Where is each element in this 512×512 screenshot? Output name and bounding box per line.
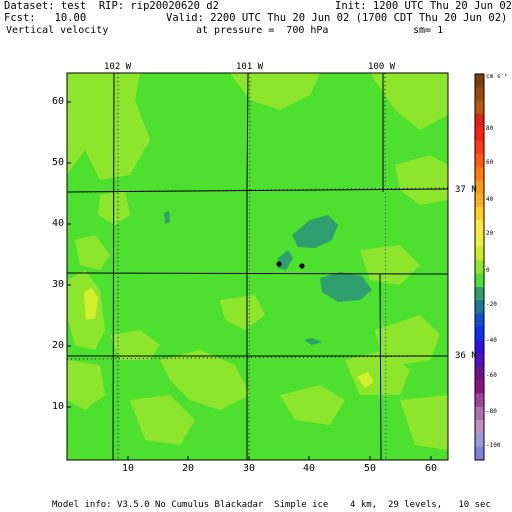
colorbar-swatch [475,433,484,448]
colorbar-swatch [475,100,484,115]
colorbar-swatch [475,140,484,155]
colorbar-label: 60 [486,159,494,166]
colorbar-label: -100 [486,442,501,449]
colorbar-unit: cm s⁻¹ [486,73,508,80]
y-tick-label: 30 [51,279,64,290]
downward-motion-regions [164,211,372,345]
colorbar-swatch [475,286,484,301]
map-frame [66,72,449,461]
colorbar-swatch [475,233,484,248]
smoothing: sm= 1 [413,25,444,36]
field-name: Vertical velocity [6,25,109,36]
lat-label: 36 N [455,351,477,361]
colorbar-swatch [475,153,484,168]
colorbar-label: 0 [486,267,490,274]
axis-ticks [67,101,432,460]
colorbar-swatch [475,247,484,261]
colorbar-swatch [475,420,484,434]
x-tick-label: 30 [242,463,256,474]
lat-label: 37 N [455,185,477,195]
y-tick-label: 20 [51,340,64,351]
y-tick-label: 50 [51,157,64,168]
x-tick-label: 40 [302,463,316,474]
x-tick-label: 50 [363,463,377,474]
dataset-label: Dataset: test RIP: rip20020620 d2 [4,0,219,12]
lon-label: 101 W [236,62,264,72]
valid-time: Valid: 2200 UTC Thu 20 Jun 02 (1700 CDT … [166,12,508,24]
state-boundaries [67,73,448,460]
colorbar-label: -80 [486,408,497,415]
colorbar-swatch [475,326,484,341]
colorbar-swatch [475,193,484,208]
colorbar-swatch [475,87,484,102]
init-time: Init: 1200 UTC Thu 20 Jun 02 [335,0,512,12]
y-tick-label: 60 [51,96,64,107]
x-tick-label: 10 [121,463,135,474]
colorbar-swatch [475,113,484,128]
colorbar-label: 80 [486,125,494,132]
colorbar-swatch [475,380,484,394]
colorbar-swatch [475,313,484,328]
colorbar-label: -20 [486,301,497,308]
lon-label: 100 W [368,62,396,72]
colorbar-swatch [475,300,484,315]
colorbar-label: 40 [486,196,494,203]
colorbar-swatch [475,220,484,235]
x-tick-label: 20 [181,463,195,474]
site-marker [299,263,305,269]
colorbar-swatch [475,353,484,368]
y-tick-label: 40 [51,218,64,229]
yellow-green-regions [84,288,374,388]
lat-lon-grid [67,73,448,460]
colorbar-swatch [475,167,484,181]
x-tick-label: 60 [424,463,438,474]
forecast-hour: Fcst: 10.00 [4,12,87,24]
colorbar-swatch [475,340,484,355]
site-marker [276,261,282,267]
lon-label: 102 W [104,62,132,72]
colorbar-swatch [475,180,484,195]
colorbar-swatch [475,406,484,421]
colorbar-label: 20 [486,230,494,237]
colorbar-frame [474,73,485,461]
colorbar-swatch [475,260,484,275]
colorbar-swatch [475,446,484,461]
colorbar-swatch [475,127,484,142]
colorbar-label: -60 [486,372,497,379]
light-green-regions [67,73,448,450]
colorbar-swatch [475,393,484,408]
colorbar-swatch [475,74,484,88]
colorbar-swatch [475,366,484,381]
model-info: Model info: V3.5.0 No Cumulus Blackadar … [52,500,491,510]
colorbar-label: -40 [486,337,497,344]
y-tick-label: 10 [51,401,64,412]
pressure-level: at pressure = 700 hPa [196,25,329,36]
colorbar-swatch [475,273,484,288]
colorbar-swatch [475,207,484,221]
color-scale-bar [474,73,485,461]
